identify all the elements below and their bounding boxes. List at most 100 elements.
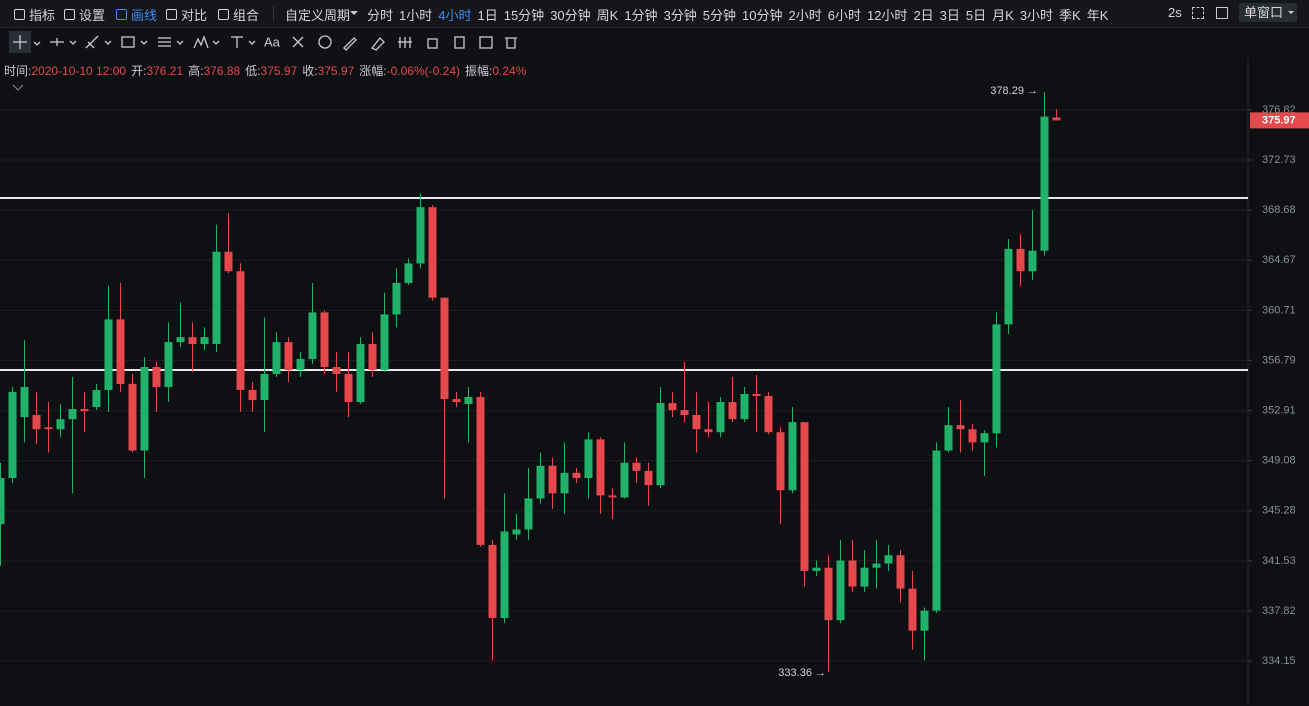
refresh-rate[interactable]: 2s xyxy=(1168,5,1182,20)
pattern-icon[interactable] xyxy=(193,35,209,49)
min-annotation: 333.36 → xyxy=(778,667,826,679)
period[interactable]: 1分钟 xyxy=(624,8,658,23)
dropdown-arrow[interactable] xyxy=(104,40,112,45)
toolbar-label: 设置 xyxy=(79,8,106,23)
crosshair-icon[interactable] xyxy=(13,35,27,49)
info-item: 收:375.97 xyxy=(302,62,354,79)
period[interactable]: 6小时 xyxy=(827,8,861,23)
candle-body xyxy=(344,373,353,403)
toolbar-label: 组合 xyxy=(233,8,260,23)
y-tick-label: 352.91 xyxy=(1262,404,1296,416)
measure-icon[interactable] xyxy=(231,36,243,48)
candle-body xyxy=(92,389,101,408)
candle-body xyxy=(620,462,629,498)
period[interactable]: 5日 xyxy=(965,8,987,23)
copy-icon[interactable] xyxy=(454,36,465,49)
candle-body xyxy=(836,560,845,621)
candle-body xyxy=(212,251,221,345)
period[interactable]: 12小时 xyxy=(866,8,908,23)
period[interactable]: 季K xyxy=(1059,8,1081,23)
toolbar-button[interactable]: 对比 xyxy=(166,5,207,24)
candle-body xyxy=(500,531,509,619)
brush-icon[interactable] xyxy=(370,37,385,51)
toolbar-button[interactable]: 画线 xyxy=(116,5,157,24)
period[interactable]: 5分钟 xyxy=(702,8,737,23)
candle-body xyxy=(248,389,257,401)
period[interactable]: 3小时 xyxy=(1019,8,1054,23)
eraser-icon[interactable] xyxy=(292,36,304,48)
candle-body xyxy=(992,324,1001,434)
dropdown-arrow[interactable] xyxy=(140,40,148,45)
toolbar-icon xyxy=(14,9,25,20)
candle-body xyxy=(896,555,905,589)
toolbar-button[interactable]: 设置 xyxy=(64,5,105,24)
period[interactable]: 3分钟 xyxy=(663,8,697,23)
info-label: 振幅: xyxy=(465,64,493,78)
collapse-chevron[interactable] xyxy=(11,82,31,94)
lock-icon[interactable] xyxy=(427,38,438,49)
period[interactable]: 1日 xyxy=(477,8,498,23)
candle-body xyxy=(680,410,689,416)
info-label: 低: xyxy=(245,64,261,78)
candle-body xyxy=(764,396,773,433)
period[interactable]: 1小时 xyxy=(399,8,433,23)
fib-icon[interactable] xyxy=(158,37,171,47)
period[interactable]: 30分钟 xyxy=(550,8,591,23)
period[interactable]: 月K xyxy=(992,8,1014,23)
ohlc-info: 时间:2020-10-10 12:00 开:376.21 高:376.88 低:375… xyxy=(4,62,526,79)
candle-body xyxy=(236,271,245,390)
period[interactable]: 2小时 xyxy=(788,8,822,23)
candle-body xyxy=(176,337,185,343)
info-label: 高: xyxy=(188,64,204,78)
period[interactable]: 分时 xyxy=(367,8,394,23)
candle-body xyxy=(404,263,413,283)
hline-icon[interactable] xyxy=(50,38,64,46)
period[interactable]: 2日 xyxy=(913,8,934,23)
period[interactable]: 周K xyxy=(596,8,619,23)
candle-body xyxy=(920,610,929,631)
candle-body xyxy=(608,495,617,498)
custom-period[interactable]: 自定义周期 xyxy=(285,8,351,23)
candle-body xyxy=(188,337,197,345)
toolbar-button[interactable]: 指标 xyxy=(14,5,55,24)
candle-body xyxy=(452,399,461,403)
trash-icon[interactable] xyxy=(505,37,517,49)
text-tool[interactable]: Aa xyxy=(264,34,281,49)
candle-body xyxy=(512,529,521,535)
candle-body xyxy=(128,383,137,451)
period[interactable]: 年K xyxy=(1086,8,1109,23)
info-value: 0.24% xyxy=(492,64,527,78)
screenshot-icon[interactable] xyxy=(479,36,493,49)
info-item: 开:376.21 xyxy=(131,62,183,79)
period[interactable]: 10分钟 xyxy=(742,8,783,23)
dropdown-arrow[interactable] xyxy=(248,40,256,45)
info-item: 振幅:0.24% xyxy=(465,62,526,79)
candle-body xyxy=(104,319,113,390)
info-value: 376.88 xyxy=(203,64,241,78)
period[interactable]: 4小时 xyxy=(438,8,472,23)
y-tick-label: 372.73 xyxy=(1262,154,1296,166)
y-tick-label: 341.53 xyxy=(1262,555,1296,567)
fullscreen-icon[interactable] xyxy=(1192,7,1204,19)
magnet-icon[interactable] xyxy=(318,35,332,49)
candle-body xyxy=(1004,248,1013,325)
candle-body xyxy=(908,588,917,631)
info-item: 低:375.97 xyxy=(245,62,297,79)
toolbar-button[interactable]: 组合 xyxy=(218,5,259,24)
dropdown-arrow[interactable] xyxy=(33,41,41,46)
dropdown-arrow[interactable] xyxy=(212,40,220,45)
period[interactable]: 15分钟 xyxy=(503,8,545,23)
dropdown-arrow[interactable] xyxy=(69,40,77,45)
candle-body xyxy=(572,472,581,478)
rect-icon[interactable] xyxy=(121,36,135,48)
window-mode[interactable]: 单窗口 xyxy=(1239,3,1298,22)
pen-icon[interactable] xyxy=(343,37,357,51)
trend-icon[interactable] xyxy=(85,35,99,49)
dropdown-arrow[interactable] xyxy=(176,40,184,45)
candle-icon[interactable] xyxy=(398,37,412,48)
drawing-toolbar: Aa xyxy=(0,28,1309,58)
period[interactable]: 3日 xyxy=(939,8,960,23)
candle-body xyxy=(56,419,65,430)
window-icon[interactable] xyxy=(1216,7,1228,19)
